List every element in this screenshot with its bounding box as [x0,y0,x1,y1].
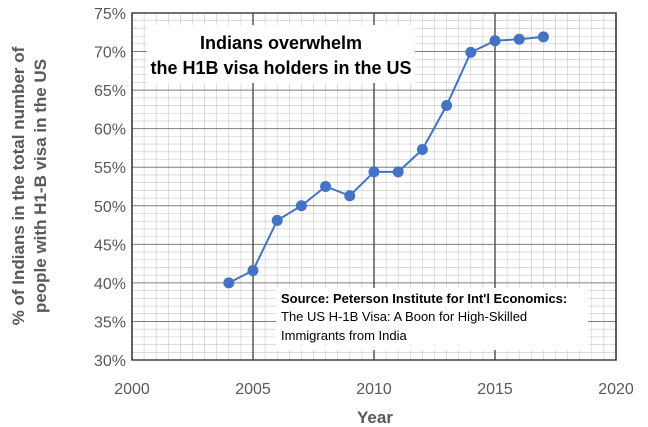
y-tick-label: 30% [94,353,126,370]
y-tick-label: 35% [94,314,126,331]
x-tick-label: 2020 [598,381,634,398]
y-axis-title-line-2: people with H1-B visa in the US [31,59,50,313]
data-point [489,35,501,47]
data-point [320,181,332,192]
x-tick-labels: 2000 2005 2010 2015 2020 [114,381,634,398]
chart-title-line-1: Indians overwhelm [200,33,362,53]
y-tick-label: 55% [94,160,126,177]
y-axis-title-line-1: % of Indians in the total number of [9,46,28,325]
source-annotation-title: Source: Peterson Institute for Int'l Eco… [281,291,567,306]
data-point [295,200,307,212]
data-point [465,46,477,58]
y-tick-label: 75% [94,6,126,23]
data-point [416,143,428,155]
y-tick-label: 50% [94,199,126,216]
source-annotation-line-2: Immigrants from India [281,328,407,343]
data-point [247,265,259,277]
chart-title-line-2: the H1B visa holders in the US [150,58,411,78]
y-tick-label: 45% [94,237,126,254]
x-tick-label: 2000 [114,381,150,398]
source-annotation-line-1: The US H-1B Visa: A Boon for High-Skille… [281,309,527,324]
data-point [368,166,380,178]
data-point [513,33,525,45]
data-point [344,190,356,202]
x-tick-label: 2015 [477,381,513,398]
plot-border [131,12,617,361]
data-point [223,277,235,289]
data-point [392,166,404,178]
source-annotation-box [276,288,588,350]
y-tick-label: 70% [94,45,126,62]
data-point [271,214,283,226]
data-point [441,100,453,112]
y-tick-label: 60% [94,122,126,139]
x-tick-label: 2010 [356,381,392,398]
data-point [537,31,549,43]
y-tick-label: 40% [94,276,126,293]
y-tick-label: 65% [94,83,126,100]
title-box [147,25,415,83]
x-tick-label: 2005 [235,381,271,398]
y-tick-labels: 30% 35% 40% 45% 50% 55% 60% 65% 70% 75% [94,6,126,370]
x-axis-title: Year [357,408,393,427]
data-series [223,31,549,289]
